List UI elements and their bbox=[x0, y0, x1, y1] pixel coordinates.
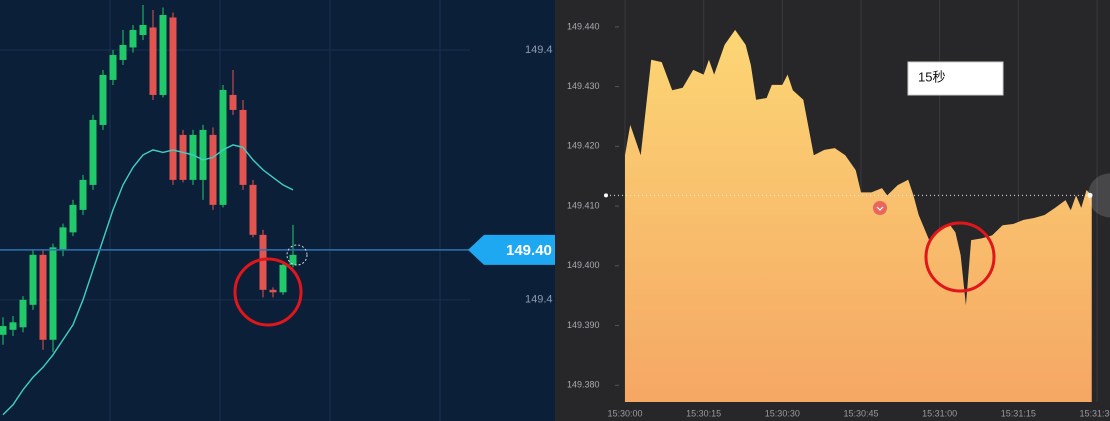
candle-body bbox=[179, 134, 187, 180]
y-tick-label: 149.410 bbox=[567, 200, 600, 210]
entry-arrow bbox=[876, 206, 884, 211]
candle-body bbox=[279, 264, 287, 293]
area-chart: 15:30:00 15:30:15 15:30:30 15:30:45 15:31:00… bbox=[555, 0, 1110, 421]
annotation: 15秒 bbox=[918, 69, 945, 84]
reference-dot bbox=[604, 193, 608, 198]
price-tag-label: 149.40 bbox=[506, 242, 552, 259]
x-tick-label: 15:30:30 bbox=[765, 408, 800, 418]
y-tick-label: 149.4 bbox=[525, 44, 553, 56]
candlestick-chart: 149.4 149.4 149.40 bbox=[0, 0, 555, 421]
area bbox=[625, 29, 1092, 402]
candle-body bbox=[29, 254, 37, 305]
candle-body bbox=[219, 89, 227, 205]
edge-marker bbox=[1088, 173, 1110, 218]
candle-body bbox=[199, 129, 207, 180]
candle-body bbox=[189, 134, 197, 180]
candle-body bbox=[9, 322, 17, 330]
candle-body bbox=[109, 54, 117, 80]
candle-body bbox=[39, 254, 47, 340]
candle-body bbox=[99, 74, 107, 125]
x-tick-label: 15:31:30 bbox=[1079, 408, 1110, 418]
x-tick-label: 15:31:15 bbox=[1001, 408, 1036, 418]
candle-body bbox=[119, 44, 127, 60]
candle-body bbox=[89, 119, 97, 185]
reference-dot bbox=[1087, 192, 1093, 198]
y-tick-label: 149.440 bbox=[567, 21, 600, 31]
candle-body bbox=[209, 134, 217, 205]
candle-body bbox=[79, 179, 87, 210]
candle-body bbox=[139, 24, 147, 35]
candle-body bbox=[19, 299, 27, 328]
y-tick-label: 149.400 bbox=[567, 260, 600, 270]
candle-body bbox=[149, 27, 157, 95]
candle-body bbox=[259, 234, 267, 290]
candle-body bbox=[159, 14, 167, 95]
y-tick-label: 149.390 bbox=[567, 320, 600, 330]
candle-body bbox=[229, 94, 237, 110]
x-tick-label: 15:31:00 bbox=[922, 408, 957, 418]
x-tick-label: 15:30:45 bbox=[843, 408, 878, 418]
annotation-box bbox=[907, 61, 1004, 96]
y-tick-label: 149.380 bbox=[567, 380, 600, 390]
highlight-circle bbox=[924, 221, 996, 293]
candle-body bbox=[129, 29, 137, 48]
candle-body bbox=[269, 289, 277, 293]
x-tick-label: 15:30:15 bbox=[686, 408, 721, 418]
moving-average bbox=[2, 144, 294, 416]
candle-body bbox=[289, 254, 297, 265]
price-tag bbox=[468, 234, 555, 265]
candle-body bbox=[69, 204, 77, 233]
x-tick-label: 15:30:00 bbox=[607, 408, 642, 418]
candle-body bbox=[49, 247, 57, 340]
candle-body bbox=[169, 17, 177, 180]
highlight-circle bbox=[233, 257, 303, 327]
entry-marker bbox=[873, 201, 887, 215]
background bbox=[0, 0, 555, 421]
y-tick-label: 149.4 bbox=[525, 294, 553, 306]
candle-body bbox=[249, 184, 257, 235]
y-tick-label: 149.430 bbox=[567, 81, 600, 91]
candle-body bbox=[0, 326, 7, 335]
y-tick-label: 149.420 bbox=[567, 141, 600, 151]
candle-body bbox=[59, 227, 67, 250]
current-marker bbox=[286, 244, 308, 266]
